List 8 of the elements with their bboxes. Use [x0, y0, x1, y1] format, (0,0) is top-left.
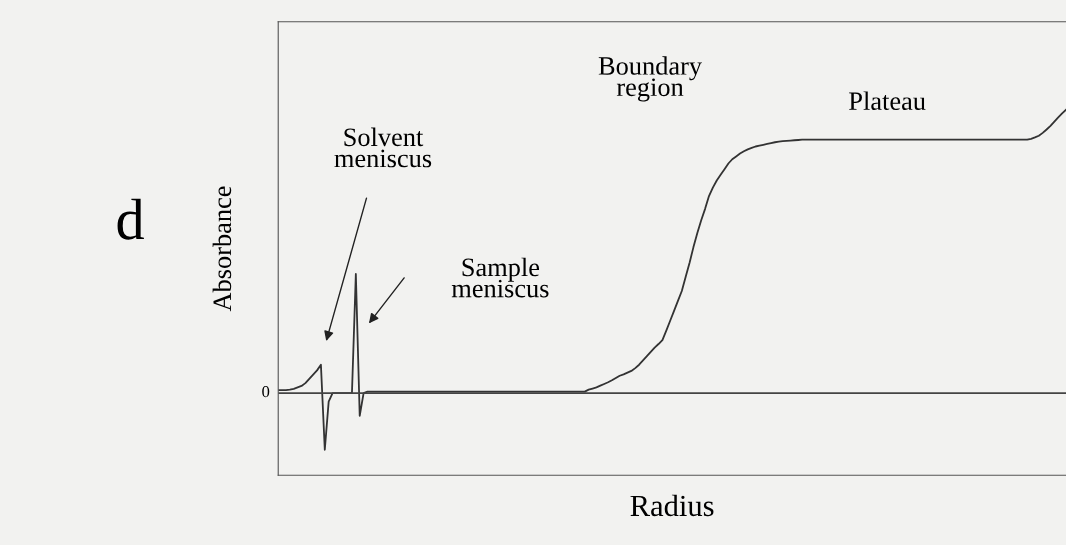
ref-line-label: 0 [262, 385, 270, 398]
annotation: Sample meniscus [451, 257, 549, 298]
text: Boundary region [598, 56, 702, 102]
y-axis-title: Absorbance [212, 186, 232, 312]
x-axis-title: Radius [630, 494, 714, 517]
text: d [117, 198, 144, 240]
annotation: Solvent meniscus [334, 127, 432, 168]
annotation: Plateau [849, 91, 926, 111]
